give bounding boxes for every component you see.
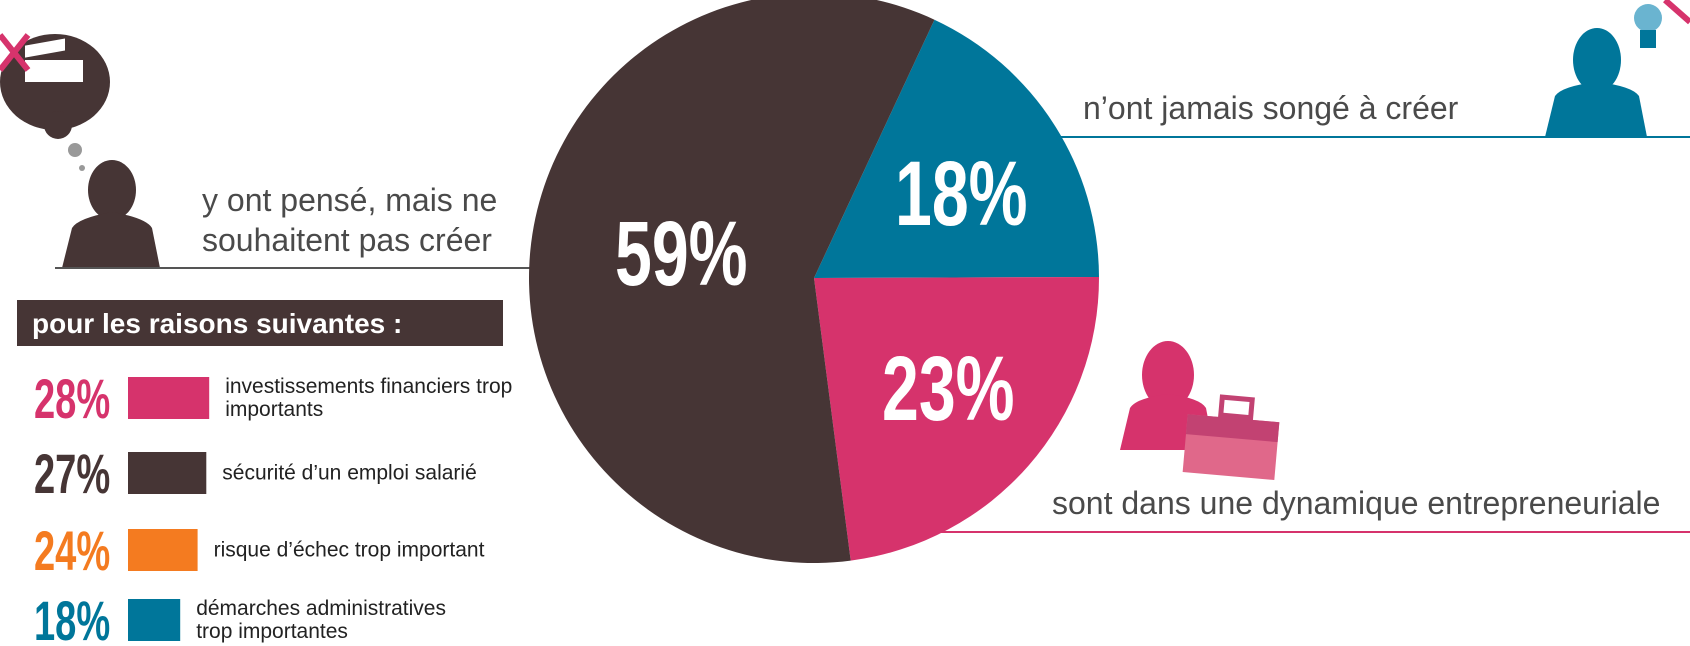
bar-value-label: 18% — [34, 591, 110, 646]
bar — [128, 452, 206, 494]
person-icon — [62, 160, 160, 268]
thought-icon — [0, 34, 110, 171]
bar-value-label: 24% — [34, 521, 110, 583]
slice-label: sont dans une dynamique entrepreneuriale — [1052, 483, 1660, 523]
bar-category-label: investissements financiers trop importan… — [225, 375, 515, 421]
bar — [128, 377, 209, 419]
bar-value-label: 27% — [34, 444, 110, 506]
slice-value-label: 23% — [882, 336, 1015, 439]
header-title: pour les raisons suivantes : — [32, 308, 402, 339]
bar-category-label: risque d’échec trop important — [214, 539, 504, 562]
slice-label: n’ont jamais songé à créer — [1083, 88, 1458, 128]
slice-value-label: 18% — [895, 141, 1028, 244]
slice-value-label: 59% — [615, 201, 748, 304]
infographic: pour les raisons suivantes : 18% 23% 59% 28… — [0, 0, 1690, 646]
bar-category-label: sécurité d’un emploi salarié — [222, 462, 512, 485]
person-icon — [1120, 341, 1279, 480]
bar-category-label: démarches administratives trop important… — [196, 597, 486, 643]
bar — [128, 599, 180, 641]
person-icon — [1545, 0, 1690, 137]
bar-value-label: 28% — [34, 369, 110, 431]
slice-label: y ont pensé, mais ne souhaitent pas crée… — [202, 180, 532, 260]
bar — [128, 529, 198, 571]
